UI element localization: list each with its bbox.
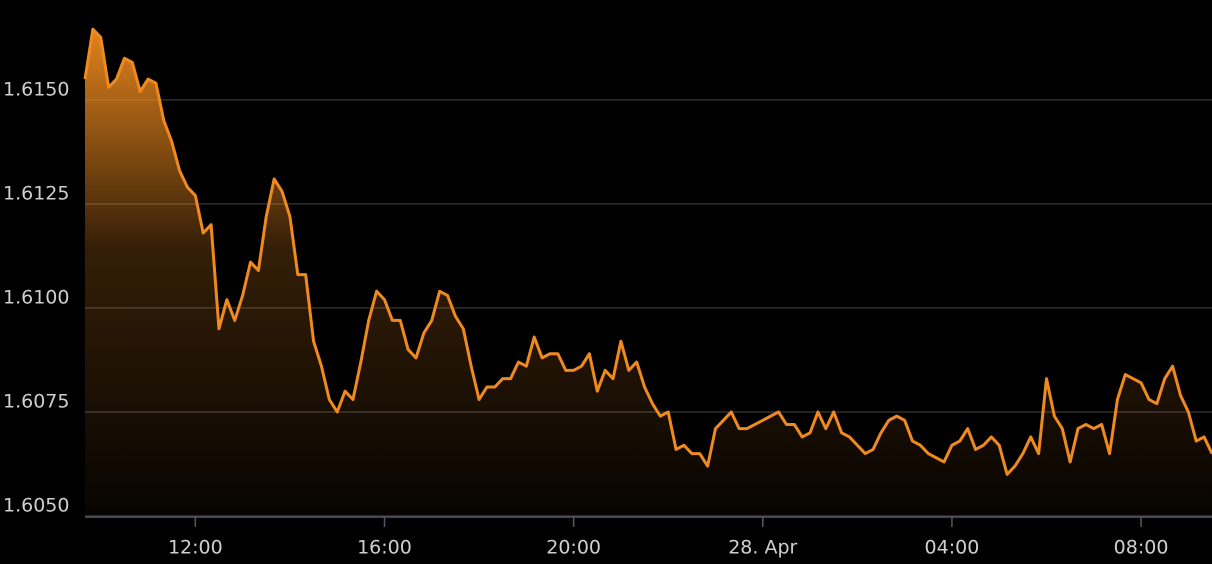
price-line xyxy=(83,27,1212,476)
y-tick-label: 1.6100 xyxy=(3,286,69,308)
y-tick-label: 1.6125 xyxy=(3,182,69,204)
x-tick-label: 08:00 xyxy=(1114,537,1169,559)
y-tick-label: 1.6150 xyxy=(3,78,69,100)
x-tick-label: 16:00 xyxy=(357,537,412,559)
x-tick-label: 04:00 xyxy=(925,537,980,559)
y-tick-label: 1.6075 xyxy=(3,390,69,412)
x-tick-label: 20:00 xyxy=(546,537,601,559)
area-fill xyxy=(85,29,1212,516)
y-tick-label: 1.6050 xyxy=(3,495,69,517)
x-tick-label: 12:00 xyxy=(168,537,223,559)
x-tick-label: 28. Apr xyxy=(728,537,797,559)
